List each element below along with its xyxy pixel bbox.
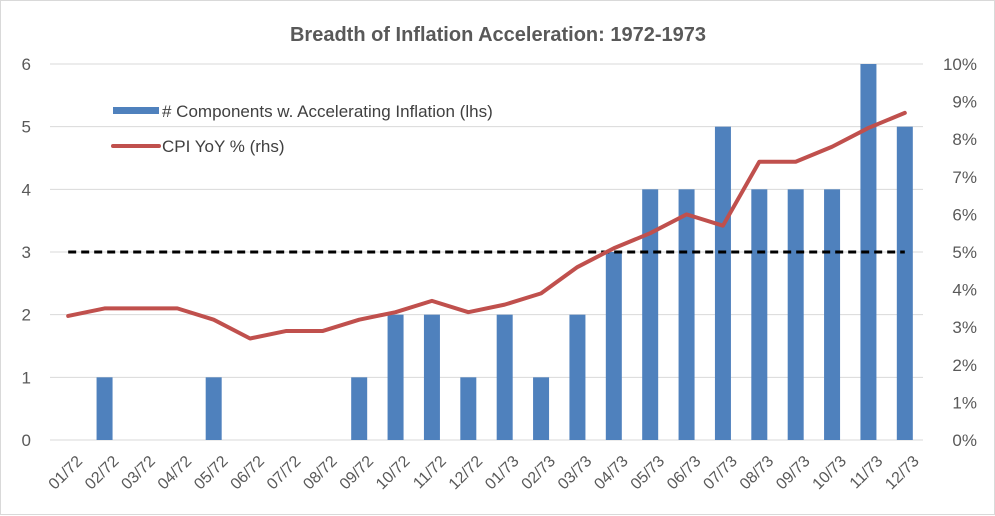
bar <box>388 315 404 440</box>
bar <box>460 377 476 440</box>
y-tick-label-left: 1 <box>22 368 31 387</box>
y-tick-label-right: 2% <box>952 356 977 375</box>
y-tick-label-right: 4% <box>952 281 977 300</box>
y-tick-label-right: 0% <box>952 431 977 450</box>
x-tick-label: 05/73 <box>628 453 668 493</box>
bar <box>424 315 440 440</box>
y-tick-label-left: 5 <box>22 118 31 137</box>
bar <box>751 189 767 440</box>
y-tick-label-left: 6 <box>22 55 31 74</box>
y-tick-label-right: 3% <box>952 318 977 337</box>
legend-label-components: # Components w. Accelerating Inflation (… <box>162 102 493 121</box>
bar <box>642 189 658 440</box>
y-tick-label-right: 5% <box>952 243 977 262</box>
y-tick-label-left: 4 <box>22 180 31 199</box>
y-tick-label-right: 1% <box>952 393 977 412</box>
x-tick-label: 05/72 <box>191 453 231 493</box>
bar <box>533 377 549 440</box>
y-tick-label-left: 2 <box>22 306 31 325</box>
x-tick-label: 09/73 <box>773 453 813 493</box>
x-tick-label: 07/73 <box>700 453 740 493</box>
y-tick-label-right: 8% <box>952 130 977 149</box>
bar <box>679 189 695 440</box>
bar <box>606 252 622 440</box>
bar <box>788 189 804 440</box>
x-tick-label: 03/73 <box>555 453 595 493</box>
x-tick-label: 09/72 <box>337 453 377 493</box>
x-tick-label: 10/73 <box>810 453 850 493</box>
y-tick-label-right: 6% <box>952 205 977 224</box>
x-tick-label: 04/72 <box>155 453 195 493</box>
x-tick-label: 07/72 <box>264 453 304 493</box>
x-tick-label: 01/73 <box>482 453 522 493</box>
bar <box>897 127 913 440</box>
x-tick-label: 06/73 <box>664 453 704 493</box>
chart-title: Breadth of Inflation Acceleration: 1972-… <box>290 24 706 46</box>
bar <box>97 377 113 440</box>
y-tick-label-left: 0 <box>22 431 31 450</box>
bar <box>824 189 840 440</box>
x-tick-label: 08/73 <box>737 453 777 493</box>
y-tick-label-right: 9% <box>952 93 977 112</box>
bar <box>715 127 731 440</box>
bar <box>206 377 222 440</box>
x-tick-label: 03/72 <box>118 453 158 493</box>
y-tick-label-right: 7% <box>952 168 977 187</box>
x-tick-label: 12/72 <box>446 453 486 493</box>
x-tick-label: 12/73 <box>882 453 922 493</box>
x-tick-label: 06/72 <box>228 453 268 493</box>
x-tick-label: 10/72 <box>373 453 413 493</box>
legend: # Components w. Accelerating Inflation (… <box>113 102 493 156</box>
bar <box>569 315 585 440</box>
x-tick-label: 04/73 <box>591 453 631 493</box>
legend-bar-swatch <box>113 107 159 114</box>
y-tick-label-left: 3 <box>22 243 31 262</box>
y-axis-left: 0 1 2 3 4 5 6 <box>22 55 31 450</box>
x-tick-label: 02/73 <box>519 453 559 493</box>
y-tick-label-right: 10% <box>943 55 977 74</box>
bar <box>497 315 513 440</box>
legend-label-cpi: CPI YoY % (rhs) <box>162 137 285 156</box>
x-tick-label: 11/72 <box>410 453 450 493</box>
x-tick-label: 01/72 <box>46 453 86 493</box>
x-tick-label: 08/72 <box>300 453 340 493</box>
x-tick-label: 11/73 <box>847 453 887 493</box>
x-axis: 01/7202/7203/7204/7205/7206/7207/7208/72… <box>46 453 923 493</box>
y-axis-right: 0% 1% 2% 3% 4% 5% 6% 7% 8% 9% 10% <box>943 55 977 450</box>
bar <box>351 377 367 440</box>
x-tick-label: 02/72 <box>82 453 122 493</box>
